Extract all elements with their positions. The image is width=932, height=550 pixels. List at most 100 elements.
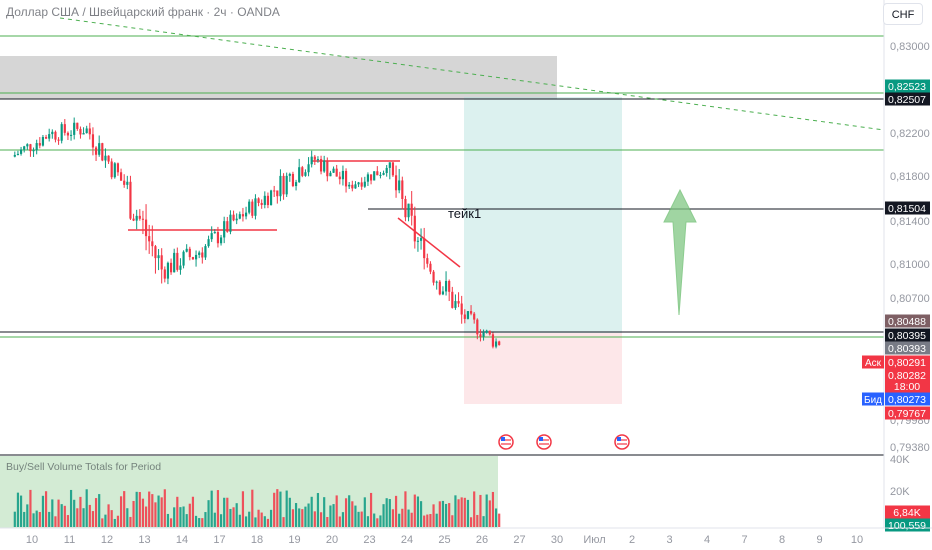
candle-body[interactable]: [82, 133, 85, 135]
candle-body[interactable]: [141, 218, 145, 220]
candle-body[interactable]: [385, 167, 388, 174]
candle-body[interactable]: [326, 160, 329, 177]
candle-body[interactable]: [460, 303, 463, 315]
candle-body[interactable]: [438, 281, 441, 295]
candle-body[interactable]: [473, 313, 476, 320]
candle-body[interactable]: [341, 170, 345, 180]
candle-body[interactable]: [266, 195, 270, 206]
candle-body[interactable]: [73, 122, 76, 135]
candle-body[interactable]: [201, 252, 204, 258]
candle-body[interactable]: [394, 175, 398, 191]
candle-body[interactable]: [469, 311, 473, 314]
candle-body[interactable]: [226, 221, 229, 232]
candle-body[interactable]: [135, 215, 138, 221]
candle-body[interactable]: [379, 174, 382, 176]
candle-body[interactable]: [38, 143, 41, 146]
candle-body[interactable]: [388, 162, 391, 168]
candle-body[interactable]: [313, 156, 316, 160]
candle-body[interactable]: [376, 171, 379, 176]
candle-body[interactable]: [223, 221, 226, 238]
candle-body[interactable]: [491, 334, 495, 347]
candle-body[interactable]: [407, 203, 410, 218]
candle-body[interactable]: [19, 149, 23, 154]
candle-body[interactable]: [251, 201, 254, 216]
candle-body[interactable]: [110, 161, 113, 178]
candle-body[interactable]: [476, 319, 479, 335]
candle-body[interactable]: [116, 163, 120, 173]
candle-body[interactable]: [204, 246, 207, 258]
candle-body[interactable]: [163, 269, 166, 279]
candle-body[interactable]: [423, 238, 426, 259]
candle-body[interactable]: [373, 171, 376, 181]
candle-body[interactable]: [198, 252, 201, 255]
candle-body[interactable]: [179, 265, 182, 270]
candle-body[interactable]: [416, 240, 420, 242]
candle-body[interactable]: [63, 124, 66, 133]
candle-body[interactable]: [191, 257, 195, 260]
candle-body[interactable]: [294, 182, 298, 187]
candle-body[interactable]: [260, 202, 263, 205]
candle-body[interactable]: [66, 132, 70, 136]
candle-body[interactable]: [282, 175, 285, 195]
candle-body[interactable]: [210, 233, 213, 240]
candle-body[interactable]: [488, 330, 491, 335]
candle-body[interactable]: [332, 168, 335, 173]
candle-body[interactable]: [57, 139, 60, 141]
candle-body[interactable]: [241, 214, 245, 217]
candle-body[interactable]: [232, 214, 235, 221]
candle-body[interactable]: [213, 232, 216, 234]
candle-body[interactable]: [357, 182, 360, 185]
candle-body[interactable]: [126, 181, 129, 185]
candle-body[interactable]: [176, 252, 179, 270]
candle-body[interactable]: [29, 144, 32, 152]
candle-body[interactable]: [113, 163, 116, 178]
us-flag-event-icon[interactable]: [614, 434, 630, 450]
candle-body[interactable]: [16, 153, 20, 155]
candle-body[interactable]: [79, 128, 82, 135]
candle-body[interactable]: [310, 156, 313, 165]
red-line-3[interactable]: [397, 217, 461, 268]
candle-body[interactable]: [323, 160, 326, 172]
candle-body[interactable]: [344, 170, 348, 187]
candle-body[interactable]: [88, 128, 91, 135]
candle-body[interactable]: [132, 218, 135, 221]
candle-body[interactable]: [148, 236, 151, 242]
candle-body[interactable]: [166, 262, 170, 279]
candle-body[interactable]: [138, 215, 141, 219]
candle-body[interactable]: [441, 291, 445, 295]
candle-body[interactable]: [188, 248, 191, 258]
currency-button[interactable]: CHF: [883, 3, 923, 25]
candle-body[interactable]: [451, 291, 454, 308]
candle-body[interactable]: [401, 180, 404, 199]
candle-body[interactable]: [426, 258, 429, 264]
candle-body[interactable]: [457, 301, 460, 304]
candle-body[interactable]: [288, 173, 291, 176]
candle-body[interactable]: [129, 181, 132, 219]
candle-body[interactable]: [219, 237, 223, 244]
candle-body[interactable]: [369, 174, 373, 181]
candle-body[interactable]: [360, 182, 363, 187]
candle-body[interactable]: [41, 137, 45, 146]
candle-body[interactable]: [354, 184, 357, 189]
candle-body[interactable]: [35, 143, 38, 151]
trendline[interactable]: [59, 17, 885, 131]
candle-body[interactable]: [466, 311, 470, 319]
candle-body[interactable]: [26, 144, 29, 147]
candle-body[interactable]: [144, 219, 148, 237]
candle-body[interactable]: [479, 334, 482, 337]
candle-body[interactable]: [291, 173, 295, 187]
candle-body[interactable]: [257, 198, 260, 203]
candle-body[interactable]: [304, 172, 307, 176]
candle-body[interactable]: [173, 252, 176, 273]
candle-body[interactable]: [151, 241, 154, 247]
candle-body[interactable]: [382, 173, 385, 175]
candle-body[interactable]: [463, 314, 466, 319]
candle-body[interactable]: [319, 159, 323, 172]
candle-body[interactable]: [107, 155, 110, 162]
candle-body[interactable]: [119, 172, 123, 181]
candle-body[interactable]: [216, 232, 220, 244]
candle-body[interactable]: [194, 254, 198, 260]
candle-body[interactable]: [498, 341, 501, 345]
candle-body[interactable]: [419, 238, 423, 241]
